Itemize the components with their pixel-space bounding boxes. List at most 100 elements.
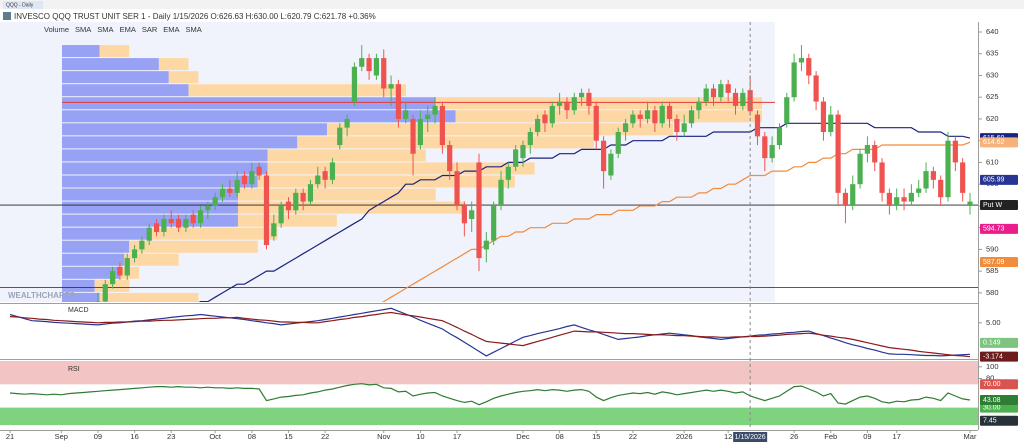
candle-body <box>344 118 350 128</box>
profile-down <box>267 162 535 175</box>
legend-item: SAR <box>142 25 158 34</box>
price-badge <box>980 351 1018 362</box>
y-tick-label: 100 <box>986 362 999 371</box>
candle-body <box>659 105 665 124</box>
profile-up <box>62 188 238 201</box>
candle-body <box>381 58 387 89</box>
candle-body <box>842 192 849 206</box>
profile-up <box>62 123 327 136</box>
macd-pane <box>9 307 971 358</box>
tab[interactable] <box>3 1 43 9</box>
candle-body <box>798 58 805 63</box>
watermark: WEALTHCHARTS <box>8 291 76 300</box>
symbol-icon <box>3 12 11 20</box>
profile-up <box>62 45 100 58</box>
tab-label[interactable]: QQQ - Daily <box>6 2 34 8</box>
profile-up <box>62 240 130 253</box>
price-badge-label: 614.62 <box>983 139 1005 146</box>
candle-body <box>139 240 145 250</box>
price-badge <box>980 200 1018 211</box>
indicator-line <box>9 311 971 358</box>
axes: 580585590595600605610615620625630635640P… <box>978 27 1018 426</box>
candle-body <box>168 218 174 224</box>
y-tick-label: 590 <box>986 244 999 253</box>
pane-title: MACD <box>68 307 89 314</box>
candle-body <box>227 188 233 193</box>
price-badge-label: 0.149 <box>983 340 1001 347</box>
candle-body <box>732 92 739 106</box>
x-tick-label: 09 <box>863 432 871 441</box>
candle-body <box>725 84 731 93</box>
candle-body <box>256 166 262 176</box>
x-tick-label: Sep <box>55 432 68 441</box>
profile-down <box>237 214 337 227</box>
legend-item: Volume <box>44 25 69 34</box>
profile-up <box>62 84 189 97</box>
y-tick-label: 80 <box>986 373 994 382</box>
candle-body <box>600 140 607 172</box>
candle-body <box>439 105 445 146</box>
candle-body <box>681 123 687 132</box>
x-tick-label: 26 <box>790 432 798 441</box>
price-pane: WEALTHCHARTS <box>0 45 978 302</box>
candle-body <box>131 249 138 259</box>
y-tick-label: 635 <box>986 49 999 58</box>
x-tick-label: 16 <box>130 432 138 441</box>
x-tick-label: 08 <box>248 432 256 441</box>
profile-down <box>435 97 762 110</box>
candle-body <box>234 179 240 193</box>
candle-body <box>564 101 570 111</box>
candle-body <box>95 301 101 302</box>
price-badge-label: 70.00 <box>983 381 1001 388</box>
candle-body <box>359 58 365 67</box>
chart-title: INVESCO QQQ TRUST UNIT SER 1 - Daily 1/1… <box>14 12 376 21</box>
profile-down <box>99 45 130 58</box>
x-tick-label: 21 <box>6 432 14 441</box>
price-badge-label: 605.99 <box>983 177 1005 184</box>
candle-body <box>894 197 900 206</box>
candle-body <box>688 110 695 124</box>
candle-body <box>696 101 702 111</box>
candle-body <box>212 197 218 206</box>
profile-up <box>62 162 268 175</box>
candle-body <box>820 101 827 132</box>
candle-body <box>776 127 783 146</box>
candle-body <box>622 123 629 132</box>
x-tick-label: 2026 <box>676 432 693 441</box>
candle-body <box>520 145 526 159</box>
x-tick-label: Dec <box>516 432 530 441</box>
toolbar <box>0 0 1024 9</box>
candle-body <box>146 227 152 241</box>
x-tick-label: Feb <box>824 432 837 441</box>
overbought-band <box>0 361 978 385</box>
candle-body <box>967 201 973 206</box>
price-badge <box>980 223 1018 234</box>
candle-body <box>872 145 878 163</box>
legend-item: EMA <box>120 25 136 34</box>
profile-up <box>62 279 95 292</box>
crosshair-box <box>733 432 768 442</box>
indicator-line <box>381 141 971 302</box>
x-tick-label: 22 <box>629 432 637 441</box>
indicator-line <box>9 307 971 357</box>
candle-body <box>908 192 914 202</box>
x-tick-label: Oct <box>209 432 222 441</box>
profile-down <box>188 84 407 97</box>
price-badge <box>980 137 1018 148</box>
candle-body <box>161 218 167 232</box>
candle-body <box>425 114 431 119</box>
x-tick-label: 08 <box>555 432 563 441</box>
candle-body <box>791 62 797 98</box>
candle-body <box>417 118 423 146</box>
profile-up <box>62 110 456 123</box>
candle-body <box>241 175 248 185</box>
candle-body <box>960 162 966 193</box>
candle-body <box>190 214 196 224</box>
candle-body <box>901 197 907 202</box>
candle-body <box>864 145 871 154</box>
candle-body <box>593 105 599 141</box>
candle-body <box>879 162 885 193</box>
candle-body <box>513 149 519 167</box>
candle-body <box>293 192 299 211</box>
